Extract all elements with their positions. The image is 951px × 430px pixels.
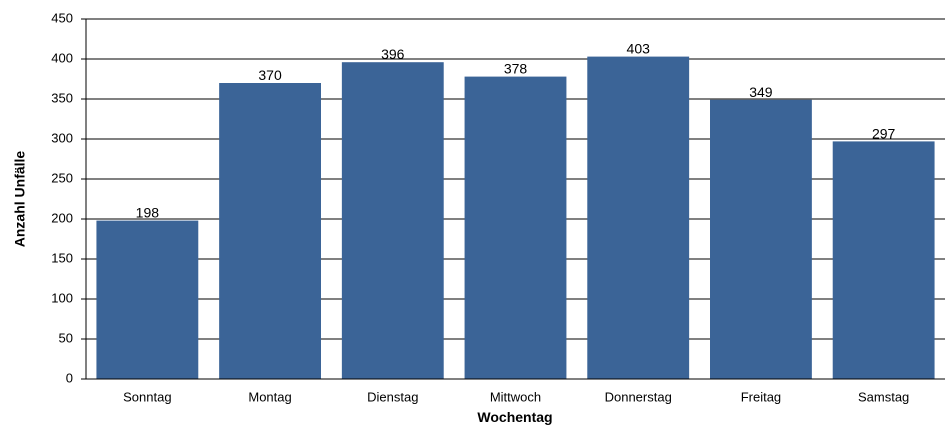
bar: [96, 220, 199, 379]
data-label: 396: [381, 46, 405, 62]
y-tick-label: 200: [51, 210, 73, 225]
y-tick-label: 0: [66, 370, 73, 385]
y-tick-label: 150: [51, 250, 73, 265]
y-tick-label: 450: [51, 10, 73, 25]
y-tick-label: 400: [51, 50, 73, 65]
data-label: 370: [258, 67, 282, 83]
bar: [464, 76, 567, 379]
bar: [710, 99, 812, 380]
x-tick-label: Freitag: [741, 389, 781, 404]
data-label: 297: [872, 125, 896, 141]
x-tick-label: Mittwoch: [490, 389, 541, 404]
y-tick-label: 350: [51, 90, 73, 105]
x-tick-label: Montag: [248, 389, 291, 404]
data-label: 378: [504, 61, 528, 77]
y-tick-label: 100: [51, 290, 73, 305]
x-tick-label: Donnerstag: [605, 389, 672, 404]
y-tick-label: 250: [51, 170, 73, 185]
bar: [341, 62, 444, 379]
y-axis-title: Anzahl Unfälle: [12, 151, 28, 248]
data-label: 349: [749, 84, 773, 100]
y-tick-label: 300: [51, 130, 73, 145]
data-label: 403: [627, 41, 651, 57]
x-tick-label: Dienstag: [367, 389, 418, 404]
bar: [219, 83, 321, 379]
x-tick-label: Sonntag: [123, 389, 171, 404]
x-axis-title: Wochentag: [477, 409, 552, 425]
y-tick-label: 50: [59, 330, 73, 345]
bar: [832, 141, 935, 379]
x-tick-label: Samstag: [858, 389, 909, 404]
data-label: 198: [136, 205, 160, 221]
bar: [587, 56, 690, 379]
